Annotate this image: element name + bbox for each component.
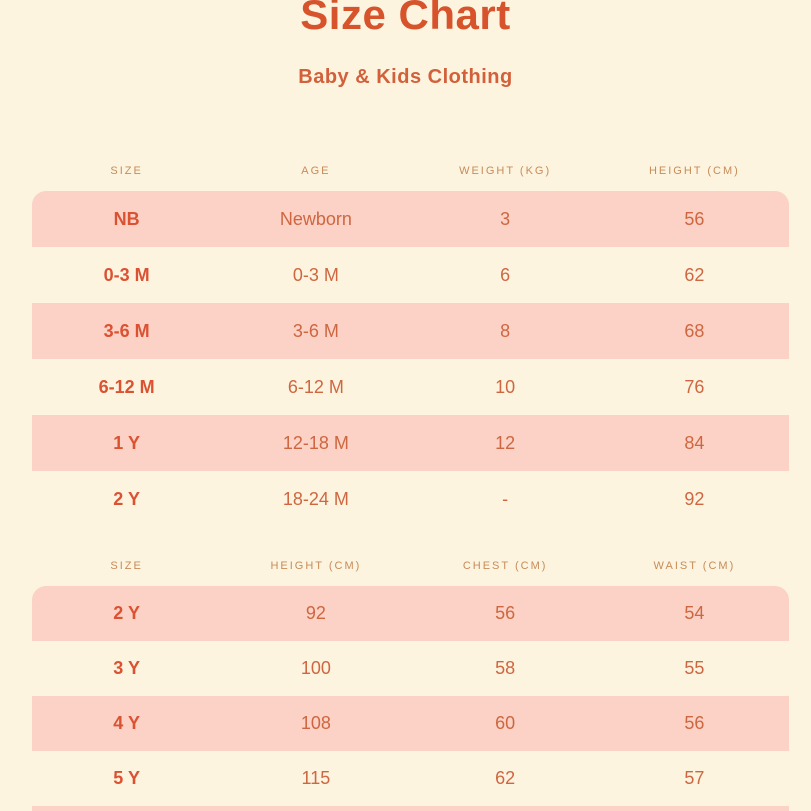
cell-waist: 56 [684,713,705,733]
table-row: 3-6 M 3-6 M 8 68 [32,303,789,359]
table-body: 2 Y 92 56 54 3 Y 100 58 55 4 Y 108 60 56… [32,586,789,811]
column-header-size: SIZE [110,560,143,572]
table-row: 5 Y 115 62 57 [32,751,789,806]
cell-weight: 12 [495,432,516,453]
cell-chest: 58 [495,658,516,678]
table-row: NB Newborn 3 56 [32,191,789,247]
table-row: 3 Y 100 58 55 [32,641,789,696]
baby-size-table: SIZE AGE WEIGHT (KG) HEIGHT (CM) NB Newb… [32,151,789,527]
cell-height: 68 [684,320,705,341]
column-header-chest: CHEST (CM) [462,560,548,572]
cell-weight: 8 [500,320,511,341]
page-subtitle: Baby & Kids Clothing [298,66,513,88]
table-row: 0-3 M 0-3 M 6 62 [32,247,789,303]
table-row: 1 Y 12-18 M 12 84 [32,415,789,471]
cell-weight: - [502,488,509,509]
cell-waist: 55 [684,658,705,678]
cell-size: 4 Y [113,713,140,733]
cell-size: 1 Y [113,432,140,453]
cell-weight: 3 [500,208,511,229]
cell-size: 3-6 M [103,320,150,341]
cell-height: 108 [300,713,331,733]
cell-weight: 6 [500,264,511,285]
cell-weight: 10 [495,376,516,397]
cell-age: 0-3 M [292,264,339,285]
cell-height: 100 [300,658,331,678]
cell-height: 62 [684,264,705,285]
table-header-row: SIZE AGE WEIGHT (KG) HEIGHT (CM) [32,151,789,191]
kids-size-table: SIZE HEIGHT (CM) CHEST (CM) WAIST (CM) 2… [32,546,789,811]
cell-age: 3-6 M [292,320,339,341]
cell-chest: 60 [495,713,516,733]
table-row: 2 Y 18-24 M - 92 [32,471,789,527]
table-header-row: SIZE HEIGHT (CM) CHEST (CM) WAIST (CM) [32,546,789,586]
cell-size: 5 Y [113,768,140,788]
table-row: 2 Y 92 56 54 [32,586,789,641]
cell-height: 84 [684,432,705,453]
cell-size: 0-3 M [103,264,150,285]
cell-age: Newborn [279,208,352,229]
column-header-size: SIZE [110,165,143,177]
cell-age: 6-12 M [287,376,344,397]
cell-size: 6-12 M [98,376,155,397]
table-body: NB Newborn 3 56 0-3 M 0-3 M 6 62 3-6 M 3… [32,191,789,527]
cell-height: 115 [301,768,331,788]
cell-waist: 54 [684,603,705,623]
cell-height: 76 [684,376,705,397]
table-row: 6-12 M 6-12 M 10 76 [32,359,789,415]
cell-height: 56 [684,208,705,229]
column-header-weight: WEIGHT (KG) [459,165,552,177]
cell-chest: 62 [495,768,516,788]
column-header-height: HEIGHT (CM) [648,165,740,177]
cell-chest: 56 [495,603,516,623]
column-header-height: HEIGHT (CM) [270,560,362,572]
column-header-waist: WAIST (CM) [653,560,736,572]
page-title: Size Chart [300,0,511,38]
cell-age: 18-24 M [282,488,349,509]
cell-size: 2 Y [113,488,140,509]
partial-next-row [32,806,789,811]
cell-waist: 57 [684,768,705,788]
cell-size: 3 Y [113,658,140,678]
cell-age: 12-18 M [282,432,349,453]
cell-height: 92 [684,488,705,509]
cell-size: 2 Y [113,603,140,623]
table-row: 4 Y 108 60 56 [32,696,789,751]
cell-height: 92 [305,603,326,623]
cell-size: NB [113,208,140,229]
column-header-age: AGE [301,165,331,177]
